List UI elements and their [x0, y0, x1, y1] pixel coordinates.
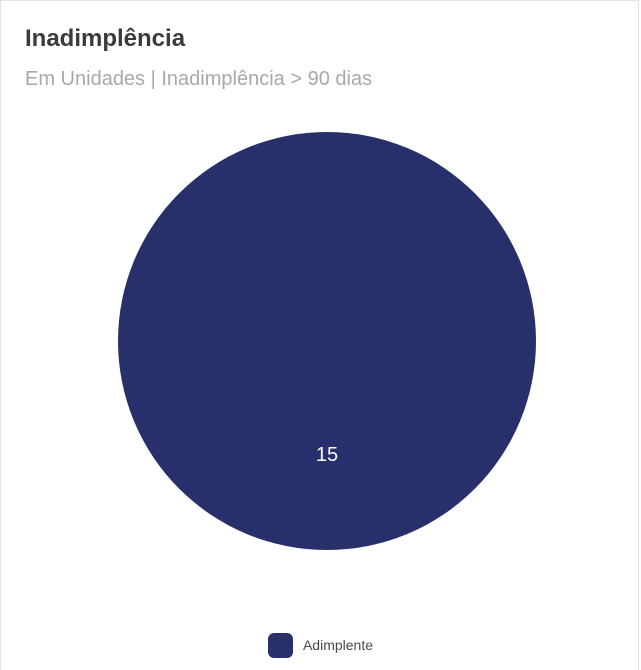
pie-labels: 15 — [316, 444, 338, 466]
legend-label: Adimplente — [302, 637, 374, 653]
pie-chart: 15 — [118, 132, 536, 550]
pie-slice-adimplente[interactable] — [118, 132, 536, 550]
legend-item-adimplente[interactable]: Adimplente — [267, 632, 374, 658]
chart-title: Inadimplência — [25, 25, 186, 52]
legend-swatch — [267, 632, 293, 658]
chart-legend: Adimplente — [1, 631, 640, 659]
pie-slices — [118, 132, 536, 550]
chart-subtitle: Em Unidades | Inadimplência > 90 dias — [25, 68, 373, 90]
pie-data-label: 15 — [316, 444, 338, 466]
